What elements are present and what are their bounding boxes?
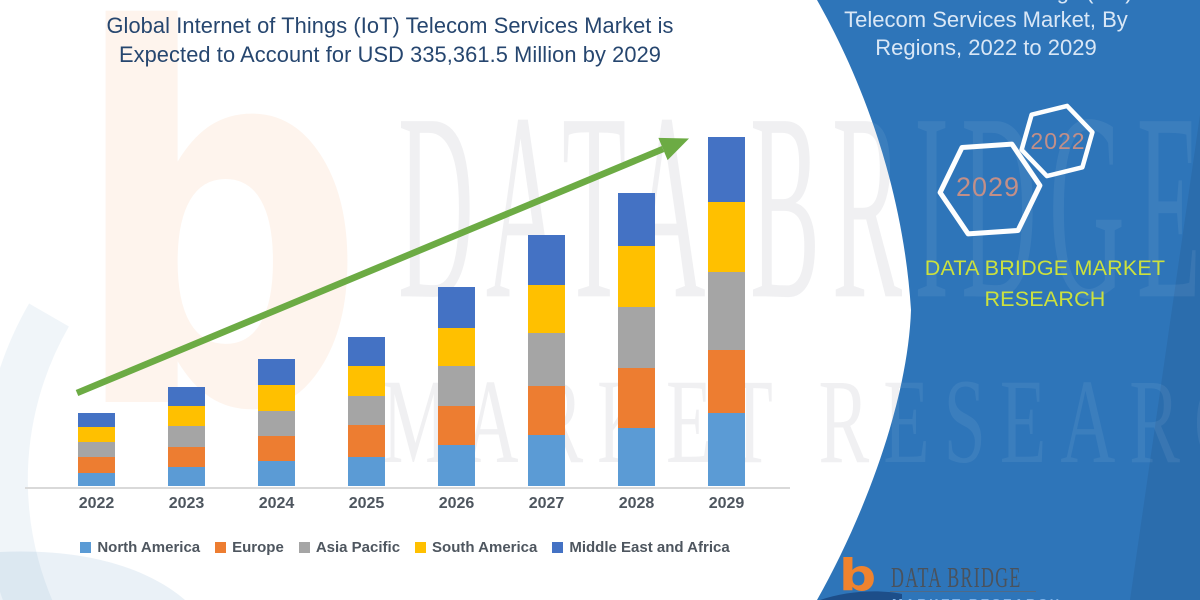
bar-segment-2024-europe: [258, 436, 295, 462]
bar-segment-2025-north-america: [348, 456, 385, 487]
bar-segment-2026-north-america: [438, 444, 475, 487]
brand-name: DATA BRIDGE MARKET RESEARCH: [880, 253, 1200, 315]
x-axis-label-2025: 2025: [348, 495, 385, 512]
x-axis-label-2028: 2028: [618, 495, 655, 512]
legend-swatch: [215, 542, 227, 553]
legend-item-south-america: South America: [415, 539, 537, 556]
bar-segment-2026-middle-east-and-africa: [438, 286, 475, 328]
bar-segment-2029-asia-pacific: [708, 272, 745, 351]
logo-underline: [890, 591, 1036, 592]
bar-segment-2022-europe: [78, 457, 115, 473]
side-panel-fold: [1130, 115, 1200, 600]
side-panel-shape: [817, 0, 1200, 600]
legend-item-asia-pacific: Asia Pacific: [298, 539, 401, 556]
bar-segment-2025-asia-pacific: [348, 395, 385, 426]
x-axis-label-2023: 2023: [168, 495, 205, 512]
hexagon-2022: [1019, 103, 1095, 179]
bar-segment-2022-south-america: [78, 427, 115, 442]
bar-segment-2029-north-america: [708, 413, 745, 487]
bar-segment-2024-north-america: [258, 461, 295, 487]
bar-segment-2024-middle-east-and-africa: [258, 359, 295, 386]
hexagon-2029: [937, 141, 1043, 237]
panel-title: Global Internet of Things (IoT) Telecom …: [806, 0, 1166, 62]
chart-title-line1: Global Internet of Things (IoT) Telecom …: [106, 13, 674, 38]
bar-segment-2023-south-america: [168, 405, 205, 427]
bar-segment-2027-europe: [528, 386, 565, 436]
legend-item-north-america: North America: [80, 539, 200, 556]
x-axis-label-2022: 2022: [78, 495, 115, 512]
bar-segment-2025-middle-east-and-africa: [348, 336, 385, 366]
bar-segment-2027-asia-pacific: [528, 333, 565, 387]
legend-item-europe: Europe: [215, 539, 284, 556]
panel-title-line2: Telecom Services Market, By: [844, 7, 1128, 32]
logo-name: DATA BRIDGE: [891, 563, 1022, 594]
logo-monogram: b: [839, 550, 877, 600]
bar-segment-2023-north-america: [168, 466, 205, 487]
bar-segment-2025-south-america: [348, 365, 385, 396]
bar-segment-2028-middle-east-and-africa: [618, 192, 655, 246]
legend-swatch: [415, 542, 427, 553]
bar-segment-2022-middle-east-and-africa: [78, 412, 115, 428]
bar-segment-2028-asia-pacific: [618, 306, 655, 368]
bar-segment-2024-south-america: [258, 385, 295, 412]
bar-segment-2029-europe: [708, 350, 745, 414]
x-axis-label-2027: 2027: [528, 495, 565, 512]
bar-segment-2025-europe: [348, 425, 385, 457]
chart-title: Global Internet of Things (IoT) Telecom …: [0, 11, 780, 69]
bar-segment-2026-asia-pacific: [438, 365, 475, 406]
legend-swatch: [80, 542, 92, 553]
hexagon-2029-label: 2029: [955, 172, 1021, 202]
legend-label: Middle East and Africa: [569, 539, 730, 556]
bar-segment-2028-north-america: [618, 427, 655, 487]
legend-item-middle-east-and-africa: Middle East and Africa: [552, 539, 730, 556]
bar-segment-2024-asia-pacific: [258, 411, 295, 437]
legend-label: Europe: [232, 539, 284, 556]
bar-segment-2029-middle-east-and-africa: [708, 136, 745, 203]
logo-subname: MARKET RESEARCH: [892, 596, 1112, 600]
hexagon-2022-label: 2022: [1030, 128, 1086, 154]
bar-segment-2022-north-america: [78, 472, 115, 487]
bar-segment-2026-europe: [438, 405, 475, 445]
bar-segment-2023-middle-east-and-africa: [168, 386, 205, 406]
legend-label: North America: [97, 539, 201, 556]
legend-label: South America: [432, 539, 538, 556]
bar-segment-2023-asia-pacific: [168, 426, 205, 447]
bar-segment-2027-north-america: [528, 435, 565, 487]
panel-title-line3: Regions, 2022 to 2029: [875, 35, 1097, 60]
panel-title-line1: Global Internet of Things (IoT): [806, 0, 1166, 6]
brand-line1: DATA BRIDGE MARKET: [924, 256, 1166, 280]
bar-segment-2027-middle-east-and-africa: [528, 235, 565, 286]
legend-label: Asia Pacific: [315, 539, 401, 556]
ghost-logo-b: b: [71, 0, 366, 524]
legend-swatch: [298, 542, 310, 553]
x-axis-label-2029: 2029: [708, 495, 745, 512]
x-axis-label-2026: 2026: [438, 495, 475, 512]
bar-segment-2029-south-america: [708, 202, 745, 273]
bar-segment-2026-south-america: [438, 327, 475, 366]
bar-segment-2023-europe: [168, 446, 205, 467]
x-axis-line: [25, 487, 790, 489]
bar-segment-2028-south-america: [618, 245, 655, 307]
bar-segment-2028-europe: [618, 367, 655, 428]
chart-title-line2: Expected to Account for USD 335,361.5 Mi…: [118, 42, 662, 67]
x-axis-label-2024: 2024: [258, 495, 295, 512]
brand-line2: RESEARCH: [984, 287, 1106, 311]
legend-swatch: [552, 542, 564, 553]
bar-segment-2027-south-america: [528, 285, 565, 334]
bar-segment-2022-asia-pacific: [78, 441, 115, 458]
chart-legend: North America Europe Asia Pacific South Ame…: [0, 539, 810, 556]
